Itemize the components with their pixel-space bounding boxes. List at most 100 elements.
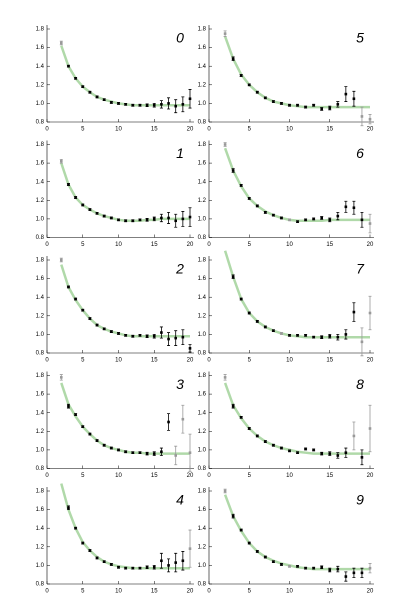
point bbox=[256, 320, 259, 323]
y-tick-label: 1.2 bbox=[36, 198, 45, 204]
point bbox=[188, 547, 192, 550]
point bbox=[280, 446, 283, 450]
point bbox=[188, 97, 192, 101]
x-tick-label: 5 bbox=[248, 127, 252, 133]
point bbox=[256, 90, 259, 94]
point bbox=[296, 565, 299, 568]
x-tick-label: 15 bbox=[151, 589, 158, 595]
point bbox=[231, 169, 235, 172]
point bbox=[296, 451, 299, 454]
panel-title: 7 bbox=[356, 261, 365, 277]
y-tick-label: 1.6 bbox=[198, 161, 207, 167]
point bbox=[60, 41, 63, 45]
point bbox=[117, 448, 120, 452]
x-tick-label: 5 bbox=[81, 358, 85, 364]
point bbox=[110, 563, 113, 566]
point bbox=[181, 559, 185, 563]
point bbox=[288, 334, 291, 337]
point bbox=[352, 206, 356, 210]
point bbox=[344, 92, 348, 96]
point bbox=[138, 566, 142, 570]
x-tick-label: 10 bbox=[286, 358, 293, 364]
point bbox=[272, 213, 275, 217]
y-tick-label: 1.8 bbox=[198, 27, 207, 33]
x-tick-label: 10 bbox=[286, 473, 293, 479]
point bbox=[95, 556, 99, 560]
point bbox=[296, 334, 299, 337]
point bbox=[360, 115, 364, 118]
point bbox=[131, 451, 135, 454]
point bbox=[102, 327, 106, 331]
point bbox=[320, 335, 323, 339]
x-tick-label: 10 bbox=[115, 127, 122, 133]
point bbox=[152, 103, 156, 107]
point bbox=[138, 451, 142, 454]
point bbox=[360, 456, 364, 459]
point bbox=[352, 310, 356, 314]
y-tick-label: 1.4 bbox=[198, 410, 207, 416]
y-tick-label: 1.0 bbox=[36, 563, 45, 569]
y-tick-label: 1.6 bbox=[198, 45, 207, 51]
y-tick-label: 1.4 bbox=[198, 295, 207, 301]
point bbox=[280, 332, 283, 335]
y-tick-label: 1.6 bbox=[36, 507, 45, 513]
point bbox=[160, 216, 163, 220]
y-tick-label: 1.8 bbox=[36, 142, 45, 148]
y-tick-label: 1.2 bbox=[198, 429, 207, 435]
point bbox=[368, 311, 372, 315]
point bbox=[60, 258, 63, 262]
y-tick-label: 1.0 bbox=[36, 332, 45, 338]
x-tick-label: 20 bbox=[187, 242, 194, 248]
point bbox=[74, 526, 77, 530]
x-tick-label: 20 bbox=[187, 358, 194, 364]
y-tick-label: 1.8 bbox=[36, 489, 45, 495]
x-tick-label: 15 bbox=[326, 473, 333, 479]
point bbox=[145, 452, 149, 455]
point bbox=[231, 514, 235, 518]
y-tick-label: 1.4 bbox=[36, 526, 45, 532]
point bbox=[239, 74, 243, 77]
point bbox=[124, 450, 127, 454]
point bbox=[138, 334, 142, 337]
point bbox=[167, 216, 170, 220]
point bbox=[296, 103, 299, 107]
y-tick-label: 1.8 bbox=[36, 258, 45, 264]
y-tick-label: 0.8 bbox=[198, 120, 207, 126]
point bbox=[247, 311, 251, 315]
point bbox=[145, 218, 149, 222]
point bbox=[328, 568, 332, 572]
point bbox=[60, 376, 63, 379]
point bbox=[124, 103, 127, 106]
point bbox=[288, 218, 291, 222]
x-tick-label: 20 bbox=[367, 589, 374, 595]
x-tick-label: 5 bbox=[248, 473, 252, 479]
point bbox=[95, 95, 99, 99]
point bbox=[160, 559, 163, 563]
fit-band bbox=[60, 483, 190, 570]
y-tick-label: 1.4 bbox=[198, 526, 207, 532]
point bbox=[272, 329, 275, 332]
point bbox=[304, 447, 307, 451]
x-tick-label: 0 bbox=[45, 127, 49, 133]
point bbox=[231, 57, 235, 61]
x-tick-label: 0 bbox=[45, 358, 49, 364]
x-tick-label: 0 bbox=[207, 242, 211, 248]
point bbox=[74, 196, 77, 199]
point bbox=[81, 541, 85, 545]
x-tick-label: 15 bbox=[151, 358, 158, 364]
point bbox=[167, 337, 170, 341]
x-tick-label: 10 bbox=[115, 473, 122, 479]
y-tick-label: 1.2 bbox=[36, 313, 45, 319]
x-tick-label: 10 bbox=[115, 358, 122, 364]
y-tick-label: 0.8 bbox=[36, 120, 45, 126]
point bbox=[247, 427, 251, 430]
y-tick-label: 1.0 bbox=[36, 101, 45, 107]
point bbox=[117, 565, 120, 569]
point bbox=[74, 297, 77, 301]
y-tick-label: 0.8 bbox=[36, 351, 45, 357]
y-tick-label: 1.0 bbox=[198, 563, 207, 569]
x-tick-label: 5 bbox=[81, 473, 85, 479]
point bbox=[174, 454, 177, 457]
point bbox=[223, 376, 227, 379]
fit-band bbox=[223, 36, 370, 109]
